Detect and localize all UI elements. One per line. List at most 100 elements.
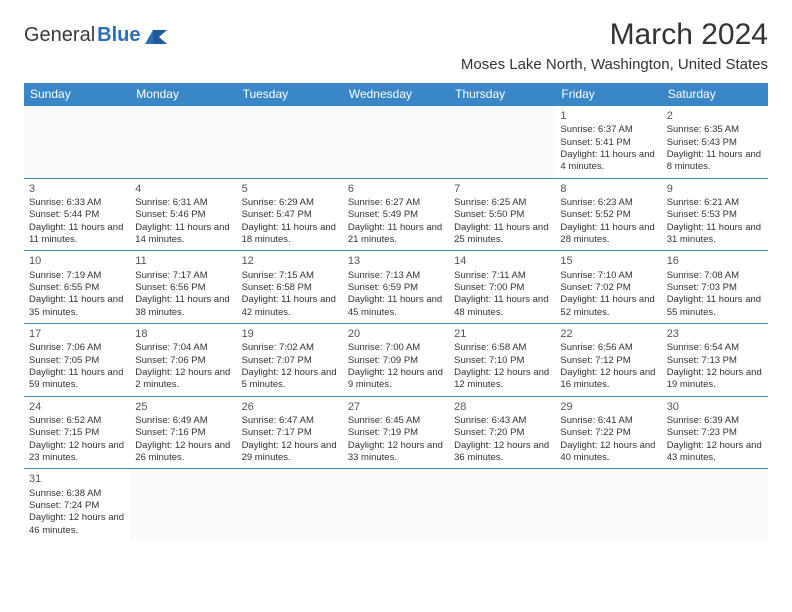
day-cell: 26Sunrise: 6:47 AMSunset: 7:17 PMDayligh… — [237, 397, 343, 469]
day-cell: 6Sunrise: 6:27 AMSunset: 5:49 PMDaylight… — [343, 179, 449, 251]
sunrise-line: Sunrise: 6:47 AM — [242, 415, 338, 427]
logo: GeneralBlue — [24, 24, 167, 47]
day-number: 2 — [667, 109, 763, 123]
sunset-line: Sunset: 5:43 PM — [667, 137, 763, 149]
sunset-line: Sunset: 7:15 PM — [29, 427, 125, 439]
day-cell: 21Sunrise: 6:58 AMSunset: 7:10 PMDayligh… — [449, 324, 555, 396]
empty-cell — [130, 106, 236, 178]
daylight-line: Daylight: 12 hours and 36 minutes. — [454, 440, 550, 465]
daylight-line: Daylight: 12 hours and 46 minutes. — [29, 512, 125, 537]
day-cell: 17Sunrise: 7:06 AMSunset: 7:05 PMDayligh… — [24, 324, 130, 396]
daylight-line: Daylight: 12 hours and 43 minutes. — [667, 440, 763, 465]
sunrise-line: Sunrise: 6:43 AM — [454, 415, 550, 427]
calendar-grid: SundayMondayTuesdayWednesdayThursdayFrid… — [24, 83, 768, 541]
sunrise-line: Sunrise: 7:17 AM — [135, 270, 231, 282]
day-cell: 30Sunrise: 6:39 AMSunset: 7:23 PMDayligh… — [662, 397, 768, 469]
sunrise-line: Sunrise: 6:25 AM — [454, 197, 550, 209]
day-cell: 14Sunrise: 7:11 AMSunset: 7:00 PMDayligh… — [449, 251, 555, 323]
sunset-line: Sunset: 7:12 PM — [560, 355, 656, 367]
day-cell: 24Sunrise: 6:52 AMSunset: 7:15 PMDayligh… — [24, 397, 130, 469]
logo-flag-icon — [145, 28, 167, 44]
day-number: 1 — [560, 109, 656, 123]
day-number: 4 — [135, 182, 231, 196]
day-cell: 1Sunrise: 6:37 AMSunset: 5:41 PMDaylight… — [555, 106, 661, 178]
day-cell: 22Sunrise: 6:56 AMSunset: 7:12 PMDayligh… — [555, 324, 661, 396]
day-number: 31 — [29, 472, 125, 486]
sunrise-line: Sunrise: 6:39 AM — [667, 415, 763, 427]
daylight-line: Daylight: 12 hours and 12 minutes. — [454, 367, 550, 392]
day-number: 15 — [560, 254, 656, 268]
empty-cell — [662, 469, 768, 541]
sunrise-line: Sunrise: 6:56 AM — [560, 342, 656, 354]
sunrise-line: Sunrise: 6:23 AM — [560, 197, 656, 209]
daylight-line: Daylight: 11 hours and 18 minutes. — [242, 222, 338, 247]
sunrise-line: Sunrise: 7:08 AM — [667, 270, 763, 282]
sunset-line: Sunset: 5:49 PM — [348, 209, 444, 221]
day-cell: 11Sunrise: 7:17 AMSunset: 6:56 PMDayligh… — [130, 251, 236, 323]
sunrise-line: Sunrise: 6:27 AM — [348, 197, 444, 209]
sunset-line: Sunset: 7:06 PM — [135, 355, 231, 367]
sunset-line: Sunset: 7:05 PM — [29, 355, 125, 367]
day-number: 12 — [242, 254, 338, 268]
sunset-line: Sunset: 7:19 PM — [348, 427, 444, 439]
daylight-line: Daylight: 11 hours and 59 minutes. — [29, 367, 125, 392]
empty-cell — [449, 469, 555, 541]
daylight-line: Daylight: 12 hours and 16 minutes. — [560, 367, 656, 392]
daylight-line: Daylight: 11 hours and 8 minutes. — [667, 149, 763, 174]
sunrise-line: Sunrise: 6:38 AM — [29, 488, 125, 500]
day-cell: 19Sunrise: 7:02 AMSunset: 7:07 PMDayligh… — [237, 324, 343, 396]
sunrise-line: Sunrise: 7:10 AM — [560, 270, 656, 282]
sunset-line: Sunset: 7:02 PM — [560, 282, 656, 294]
sunset-line: Sunset: 7:00 PM — [454, 282, 550, 294]
sunset-line: Sunset: 5:50 PM — [454, 209, 550, 221]
sunrise-line: Sunrise: 6:54 AM — [667, 342, 763, 354]
day-cell: 9Sunrise: 6:21 AMSunset: 5:53 PMDaylight… — [662, 179, 768, 251]
empty-cell — [24, 106, 130, 178]
daylight-line: Daylight: 11 hours and 11 minutes. — [29, 222, 125, 247]
week-row: 31 Sunrise: 6:38 AMSunset: 7:24 PMDayligh… — [24, 469, 768, 541]
daylight-line: Daylight: 12 hours and 40 minutes. — [560, 440, 656, 465]
day-cell: 15 Sunrise: 7:10 AMSunset: 7:02 PMDayligh… — [555, 251, 661, 323]
sunrise-line: Sunrise: 6:58 AM — [454, 342, 550, 354]
day-header: Friday — [555, 83, 661, 106]
title-block: March 2024 Moses Lake North, Washington,… — [461, 18, 768, 73]
sunset-line: Sunset: 5:53 PM — [667, 209, 763, 221]
day-number: 30 — [667, 400, 763, 414]
sunset-line: Sunset: 5:52 PM — [560, 209, 656, 221]
sunrise-line: Sunrise: 7:13 AM — [348, 270, 444, 282]
sunset-line: Sunset: 7:03 PM — [667, 282, 763, 294]
day-cell: 12Sunrise: 7:15 AMSunset: 6:58 PMDayligh… — [237, 251, 343, 323]
day-cell: 27Sunrise: 6:45 AMSunset: 7:19 PMDayligh… — [343, 397, 449, 469]
daylight-line: Daylight: 11 hours and 38 minutes. — [135, 294, 231, 319]
day-cell: 18Sunrise: 7:04 AMSunset: 7:06 PMDayligh… — [130, 324, 236, 396]
day-number: 29 — [560, 400, 656, 414]
daylight-line: Daylight: 12 hours and 29 minutes. — [242, 440, 338, 465]
day-number: 3 — [29, 182, 125, 196]
sunrise-line: Sunrise: 6:49 AM — [135, 415, 231, 427]
day-number: 25 — [135, 400, 231, 414]
day-header: Tuesday — [237, 83, 343, 106]
day-cell: 28Sunrise: 6:43 AMSunset: 7:20 PMDayligh… — [449, 397, 555, 469]
day-number: 23 — [667, 327, 763, 341]
empty-cell — [449, 106, 555, 178]
day-cell: 5Sunrise: 6:29 AMSunset: 5:47 PMDaylight… — [237, 179, 343, 251]
daylight-line: Daylight: 11 hours and 52 minutes. — [560, 294, 656, 319]
daylight-line: Daylight: 12 hours and 19 minutes. — [667, 367, 763, 392]
week-row: 3Sunrise: 6:33 AMSunset: 5:44 PMDaylight… — [24, 179, 768, 252]
day-header: Monday — [130, 83, 236, 106]
sunset-line: Sunset: 7:07 PM — [242, 355, 338, 367]
sunrise-line: Sunrise: 7:06 AM — [29, 342, 125, 354]
daylight-line: Daylight: 11 hours and 42 minutes. — [242, 294, 338, 319]
location-text: Moses Lake North, Washington, United Sta… — [461, 56, 768, 73]
day-number: 6 — [348, 182, 444, 196]
sunset-line: Sunset: 5:41 PM — [560, 137, 656, 149]
sunset-line: Sunset: 7:24 PM — [29, 500, 125, 512]
sunset-line: Sunset: 6:59 PM — [348, 282, 444, 294]
sunrise-line: Sunrise: 6:31 AM — [135, 197, 231, 209]
day-number: 26 — [242, 400, 338, 414]
logo-text-1: General — [24, 24, 95, 47]
sunset-line: Sunset: 7:10 PM — [454, 355, 550, 367]
daylight-line: Daylight: 11 hours and 35 minutes. — [29, 294, 125, 319]
empty-cell — [555, 469, 661, 541]
sunrise-line: Sunrise: 7:15 AM — [242, 270, 338, 282]
